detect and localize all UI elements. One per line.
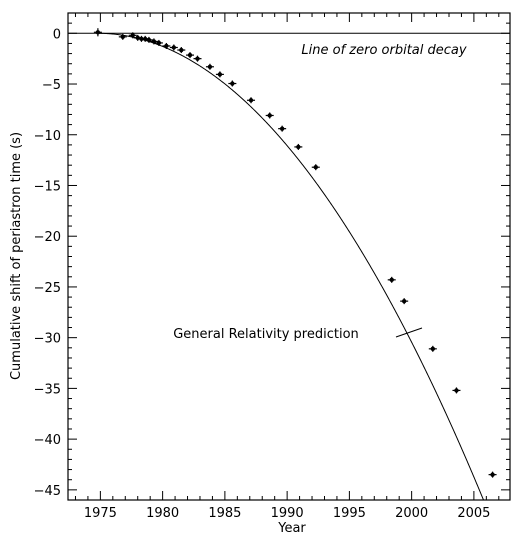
x-axis-ticks: 1975 1980 1985 1990 1995 2000 2005 bbox=[74, 13, 500, 521]
point-dot bbox=[313, 165, 318, 170]
point-dot bbox=[401, 298, 407, 304]
data-points bbox=[93, 28, 497, 478]
point-dot bbox=[389, 277, 394, 283]
data-point bbox=[452, 387, 461, 394]
data-point bbox=[428, 345, 437, 352]
gr-prediction-annotation: General Relativity prediction bbox=[173, 327, 359, 342]
plot-frame bbox=[67, 12, 511, 501]
point-dot bbox=[207, 64, 213, 69]
x-tick-label: 1990 bbox=[271, 506, 304, 521]
point-dot bbox=[130, 33, 135, 38]
data-point bbox=[128, 32, 137, 39]
y-tick-label: −30 bbox=[34, 332, 61, 347]
y-tick-label: −10 bbox=[34, 129, 61, 144]
point-dot bbox=[296, 144, 301, 150]
data-point bbox=[278, 125, 287, 132]
data-point bbox=[154, 39, 163, 46]
y-tick-label: −5 bbox=[42, 78, 61, 93]
x-tick-label: 2000 bbox=[395, 506, 428, 521]
point-dot bbox=[490, 472, 495, 477]
data-point bbox=[169, 44, 178, 51]
y-axis-title: Cumulative shift of periastron time (s) bbox=[9, 132, 24, 380]
data-point bbox=[400, 298, 409, 305]
x-tick-label: 1985 bbox=[208, 506, 241, 521]
x-axis-title: Year bbox=[277, 521, 306, 535]
point-dot bbox=[95, 30, 101, 35]
point-dot bbox=[195, 56, 200, 61]
y-axis-ticks: 0 −5 −10 −15 −20 −25 −30 −35 −40 −45 bbox=[34, 22, 510, 499]
y-tick-label: 0 bbox=[53, 27, 61, 42]
x-tick-label: 1995 bbox=[333, 506, 366, 521]
data-point bbox=[228, 80, 237, 87]
data-point bbox=[177, 47, 186, 54]
data-point bbox=[215, 71, 224, 78]
zero-line-annotation: Line of zero orbital decay bbox=[301, 43, 466, 58]
y-tick-label: −45 bbox=[34, 484, 61, 499]
data-point bbox=[144, 36, 153, 43]
point-dot bbox=[120, 34, 125, 40]
data-point bbox=[265, 112, 274, 119]
data-point bbox=[93, 28, 102, 37]
data-point bbox=[488, 471, 497, 478]
point-dot bbox=[171, 45, 177, 50]
point-dot bbox=[454, 388, 459, 393]
point-dot bbox=[187, 52, 193, 58]
point-dot bbox=[164, 43, 169, 49]
x-tick-label: 2005 bbox=[457, 506, 490, 521]
data-point bbox=[247, 97, 256, 104]
y-tick-label: −15 bbox=[34, 179, 61, 194]
data-point bbox=[193, 55, 202, 62]
x-tick-label: 1975 bbox=[84, 506, 117, 521]
data-point bbox=[118, 33, 127, 40]
point-dot bbox=[279, 126, 285, 131]
y-tick-label: −25 bbox=[34, 281, 61, 296]
y-tick-label: −35 bbox=[34, 382, 61, 397]
data-point bbox=[205, 63, 214, 70]
point-dot bbox=[217, 72, 223, 77]
data-point bbox=[294, 143, 303, 150]
data-point bbox=[162, 42, 171, 49]
point-dot bbox=[430, 346, 436, 352]
point-dot bbox=[179, 47, 184, 53]
y-tick-label: −20 bbox=[34, 230, 61, 245]
data-point bbox=[311, 164, 320, 171]
point-dot bbox=[156, 40, 162, 46]
data-point bbox=[186, 52, 195, 59]
point-dot bbox=[248, 98, 254, 103]
general-relativity-curve bbox=[97, 32, 484, 501]
y-tick-label: −40 bbox=[34, 433, 61, 448]
point-dot bbox=[267, 113, 272, 118]
data-point bbox=[387, 276, 396, 283]
x-tick-label: 1980 bbox=[146, 506, 179, 521]
gr-prediction-pointer bbox=[395, 327, 423, 338]
point-dot bbox=[230, 81, 235, 86]
